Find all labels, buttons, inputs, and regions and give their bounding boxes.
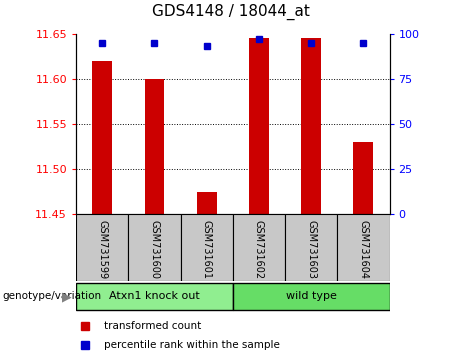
Text: GDS4148 / 18044_at: GDS4148 / 18044_at — [152, 4, 309, 21]
Bar — [285, 214, 337, 281]
Text: ▶: ▶ — [62, 290, 71, 303]
Bar — [181, 214, 233, 281]
Bar — [233, 214, 285, 281]
Text: GSM731602: GSM731602 — [254, 219, 264, 279]
Text: GSM731600: GSM731600 — [149, 219, 160, 279]
Text: transformed count: transformed count — [104, 321, 201, 331]
Bar — [337, 214, 390, 281]
Text: Atxn1 knock out: Atxn1 knock out — [109, 291, 200, 302]
Text: GSM731601: GSM731601 — [201, 219, 212, 279]
Text: GSM731604: GSM731604 — [358, 219, 368, 279]
Bar — [128, 214, 181, 281]
Bar — [197, 192, 217, 214]
Bar — [76, 283, 233, 310]
Text: GSM731599: GSM731599 — [97, 219, 107, 279]
Bar — [76, 214, 128, 281]
Text: GSM731603: GSM731603 — [306, 219, 316, 279]
Bar — [233, 283, 390, 310]
Bar — [249, 38, 269, 214]
Bar — [354, 142, 373, 214]
Bar — [144, 79, 165, 214]
Bar — [92, 61, 112, 214]
Text: percentile rank within the sample: percentile rank within the sample — [104, 341, 280, 350]
Text: genotype/variation: genotype/variation — [2, 291, 101, 302]
Bar — [301, 38, 321, 214]
Text: wild type: wild type — [286, 291, 337, 302]
